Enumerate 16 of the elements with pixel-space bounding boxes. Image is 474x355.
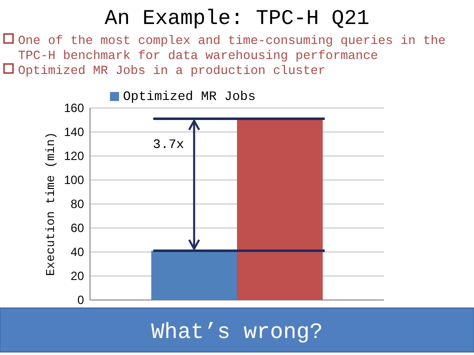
text: One of the most complex and time-consuming queries in the TPC-H benchmark for data warehousing performance	[18, 34, 446, 63]
y-tick-label: 120	[64, 149, 84, 164]
y-tick-label: 0	[77, 293, 84, 308]
y-axis-title: Execution time (min)	[44, 132, 58, 276]
y-tick-label: 140	[64, 125, 84, 140]
y-tick-label: 160	[64, 101, 84, 116]
y-tick-label: 40	[70, 245, 84, 260]
y-tick-label: 60	[70, 221, 84, 236]
text: What’s wrong?	[151, 320, 323, 345]
legend-label: Optimized MR Jobs	[123, 89, 256, 104]
text: Optimized MR Jobs in a production cluster	[18, 64, 326, 78]
chart-title: An Example: TPC-H Q21	[104, 8, 370, 31]
y-tick-label: 100	[64, 173, 84, 188]
annotation: 3.7x	[152, 137, 184, 152]
y-tick-label: 80	[70, 197, 84, 212]
y-tick-label: 20	[70, 269, 84, 284]
